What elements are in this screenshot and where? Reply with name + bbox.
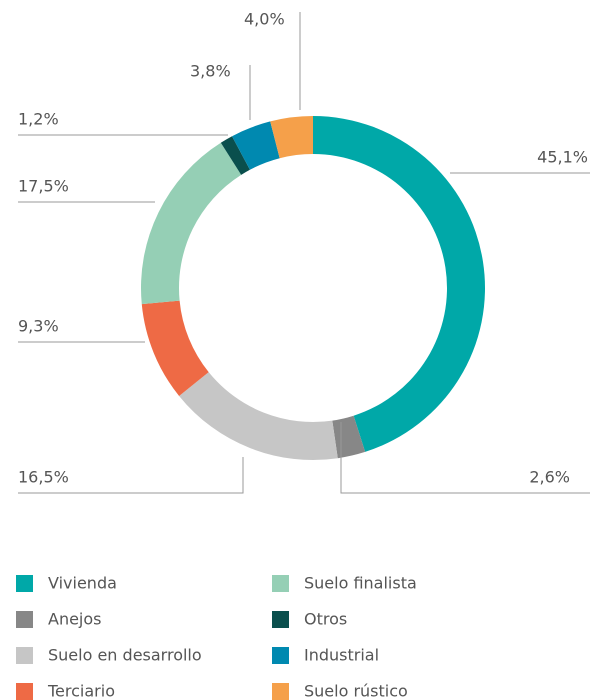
data-label: 3,8% xyxy=(190,62,231,81)
legend-swatch xyxy=(16,611,33,628)
legend-label: Vivienda xyxy=(48,574,117,593)
data-label: 45,1% xyxy=(537,148,588,167)
data-label: 4,0% xyxy=(244,10,285,29)
legend-swatch xyxy=(16,683,33,700)
legend-swatch xyxy=(16,575,33,592)
data-label: 17,5% xyxy=(18,177,69,196)
legend-swatch xyxy=(272,575,289,592)
donut-slice xyxy=(270,116,313,159)
legend-label: Suelo rústico xyxy=(304,682,408,700)
leader-line xyxy=(340,422,590,494)
legend-swatch xyxy=(272,611,289,628)
donut-slice xyxy=(141,300,209,396)
legend-label: Otros xyxy=(304,610,347,629)
donut-slice xyxy=(140,142,242,305)
data-label: 2,6% xyxy=(529,468,570,487)
legend-label: Industrial xyxy=(304,646,379,665)
legend-swatch xyxy=(272,647,289,664)
leader-line xyxy=(18,457,244,494)
legend-swatch xyxy=(16,647,33,664)
donut-slice xyxy=(313,116,485,452)
donut-slice xyxy=(179,372,338,460)
legend-label: Terciario xyxy=(47,682,115,700)
donut-slice xyxy=(220,136,250,175)
data-label: 16,5% xyxy=(18,468,69,487)
data-label: 1,2% xyxy=(18,110,59,129)
legend-label: Suelo finalista xyxy=(304,574,417,593)
donut-slice xyxy=(232,121,280,170)
legend-label: Anejos xyxy=(48,610,102,629)
legend-swatch xyxy=(272,683,289,700)
data-label: 9,3% xyxy=(18,317,59,336)
legend-label: Suelo en desarrollo xyxy=(48,646,202,665)
